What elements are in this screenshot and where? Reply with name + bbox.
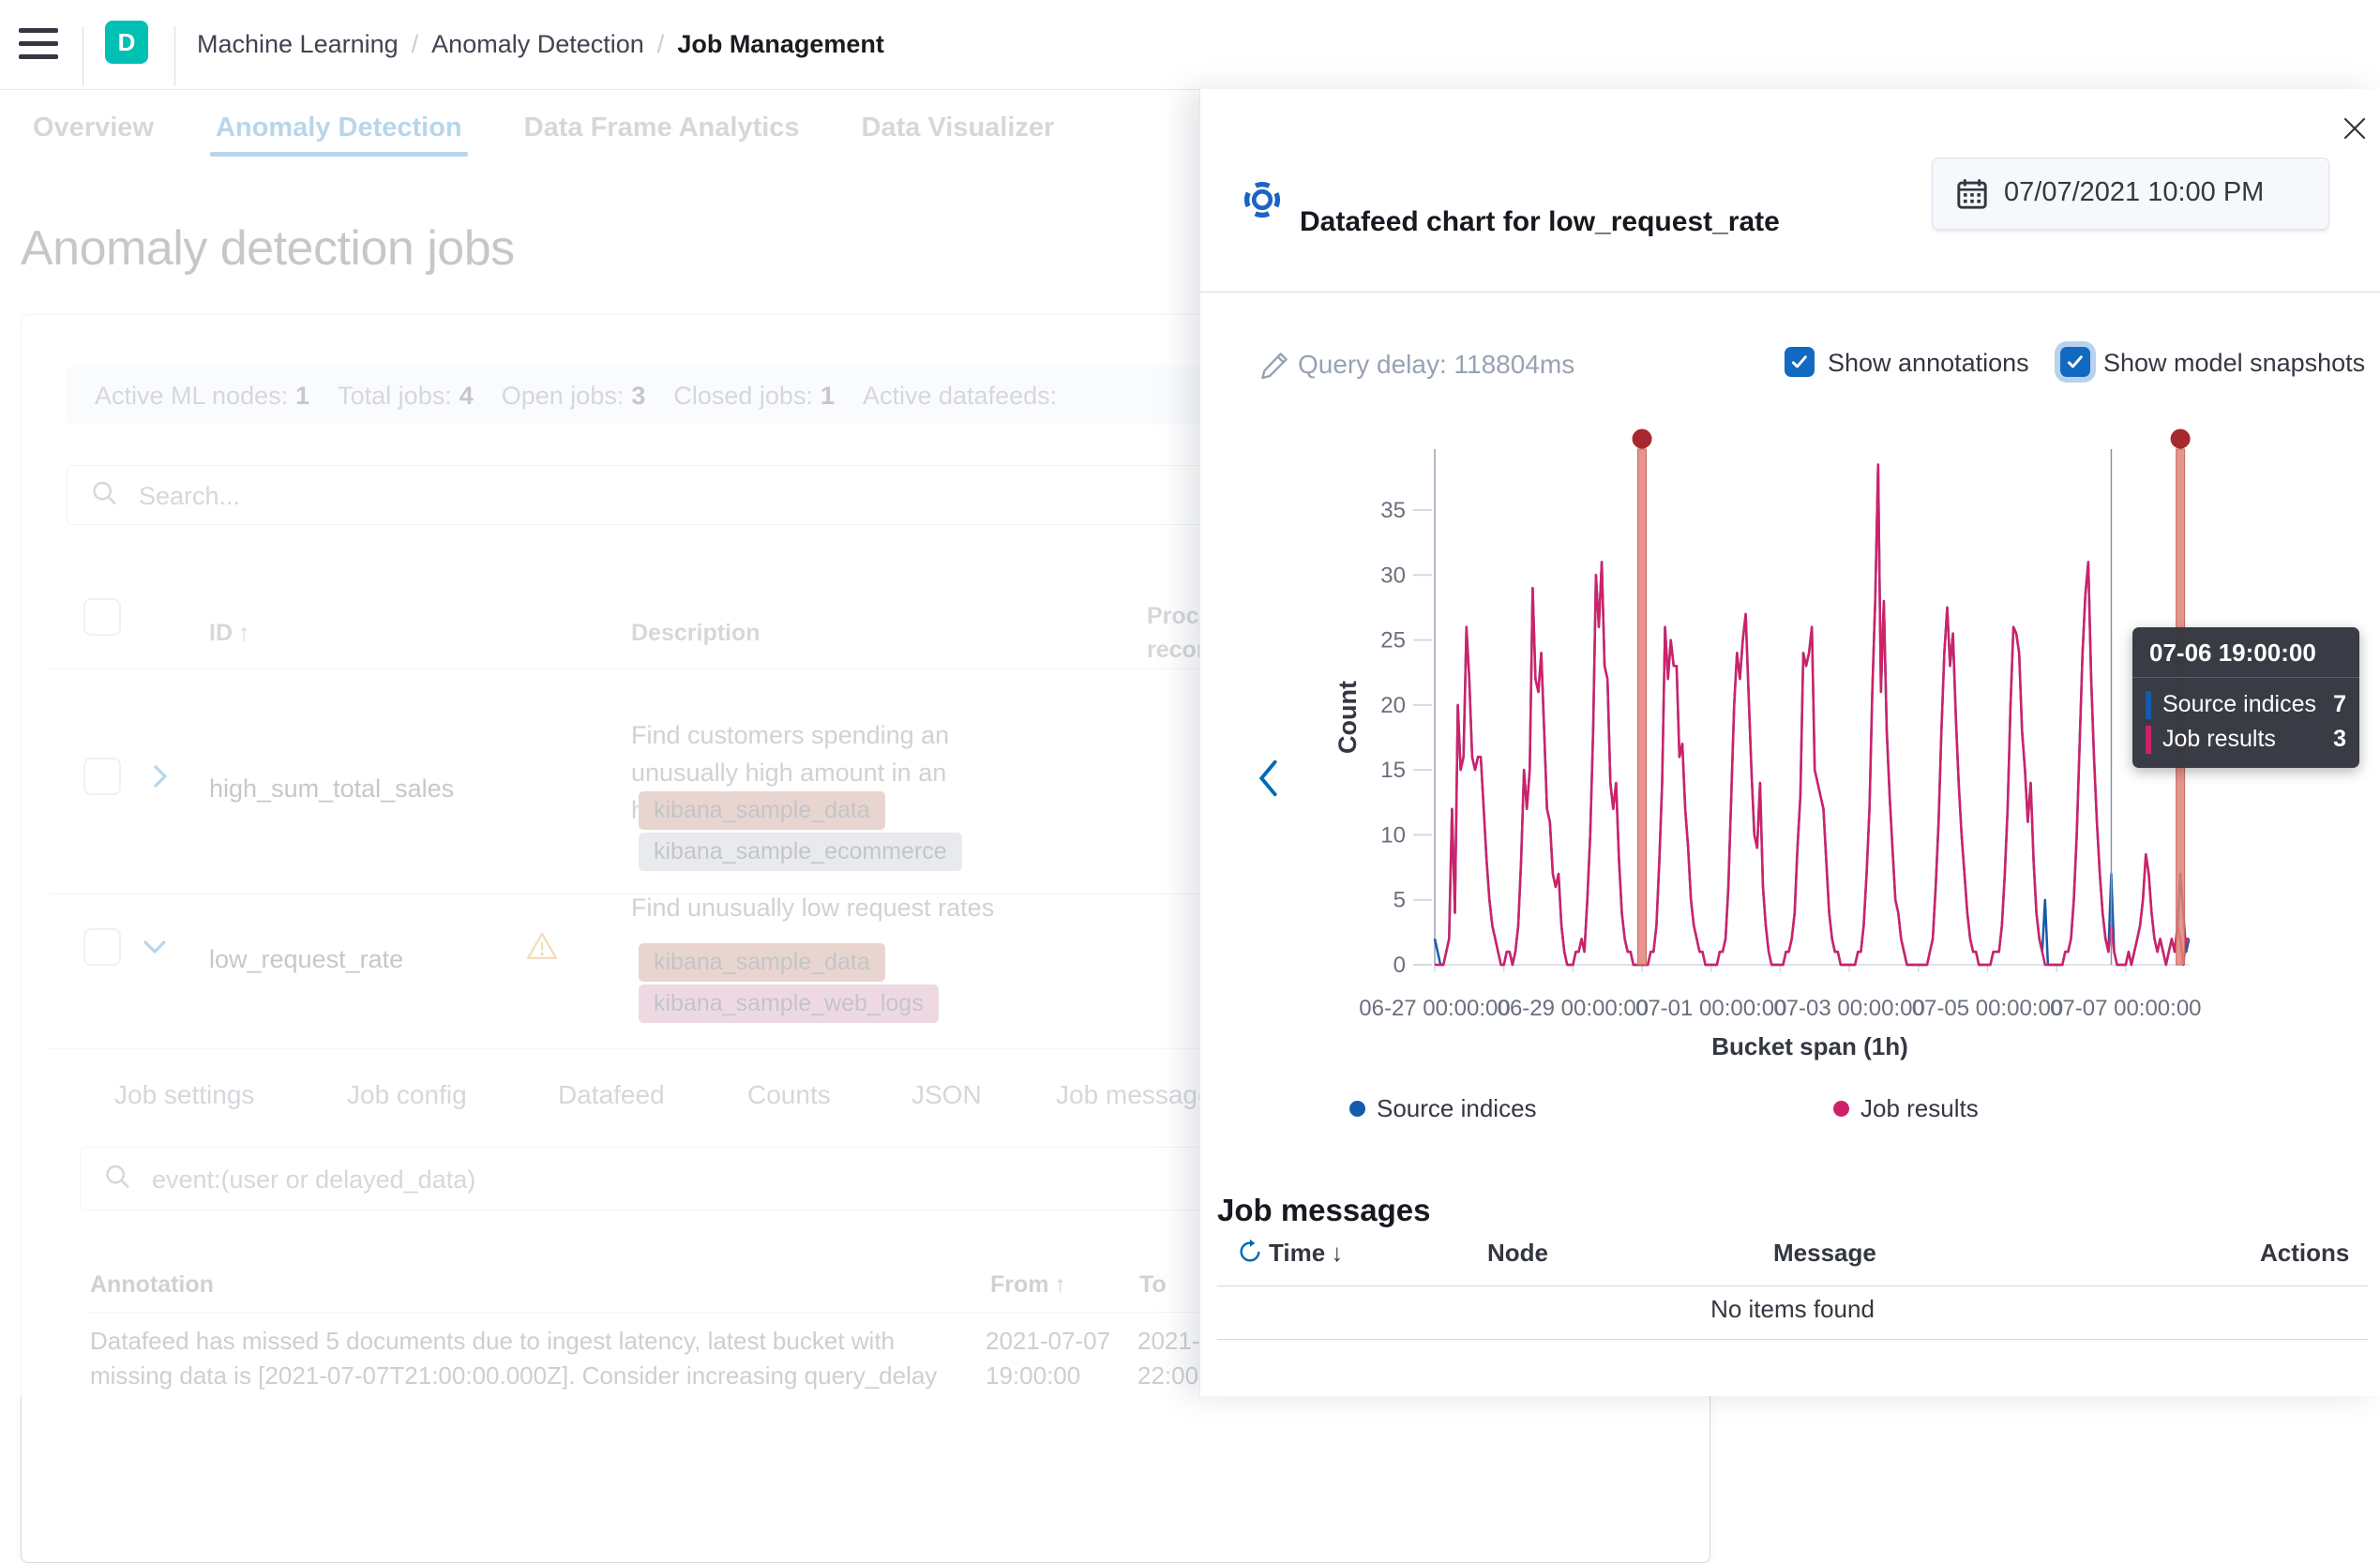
datafeed-chart-svg[interactable]: 0 5 10 15 20 25 30 35 06-27 00:00:0006-29 00:00:…: [1333, 403, 2380, 1135]
show-model-snapshots-checkbox[interactable]: [2060, 347, 2090, 377]
column-header-time[interactable]: Time↓: [1269, 1239, 1343, 1268]
tooltip-row: Job results 3: [2146, 722, 2346, 757]
breadcrumb-item[interactable]: Job Management: [677, 30, 884, 58]
svg-text:06-29 00:00:00: 06-29 00:00:00: [1498, 996, 1649, 1021]
empty-table-message: No items found: [1217, 1295, 2368, 1324]
svg-text:5: 5: [1393, 888, 1406, 913]
tooltip-rows: Source indices 7 Job results 3: [2132, 678, 2359, 768]
chevron-left-icon[interactable]: [1252, 757, 1284, 800]
edit-pencil-icon: [1259, 351, 1289, 385]
svg-text:Bucket span (1h): Bucket span (1h): [1711, 1032, 1908, 1060]
datafeed-icon: [1239, 176, 1286, 228]
svg-text:15: 15: [1380, 758, 1406, 783]
calendar-icon: [1955, 177, 1989, 216]
legend-dot: [1833, 1101, 1849, 1117]
table-divider: [1217, 1285, 2368, 1286]
svg-text:07-01 00:00:00: 07-01 00:00:00: [1635, 996, 1786, 1021]
svg-text:06-27 00:00:00: 06-27 00:00:00: [1359, 996, 1510, 1021]
flyout-title: Datafeed chart for low_request_rate: [1300, 206, 1780, 238]
job-messages-heading: Job messages: [1217, 1193, 1430, 1228]
top-header-bar: D Machine Learning / Anomaly Detection / Job…: [0, 0, 2380, 90]
breadcrumb-item[interactable]: Machine Learning: [197, 30, 399, 58]
breadcrumb-separator: /: [657, 30, 665, 58]
chart-tooltip: 07-06 19:00:00 Source indices 7 Job result…: [2132, 627, 2359, 768]
column-header-message: Message: [1773, 1239, 1876, 1268]
legend-job-results[interactable]: Job results: [1833, 1094, 1979, 1123]
breadcrumb-separator: /: [412, 30, 419, 58]
svg-text:20: 20: [1380, 693, 1406, 718]
svg-text:Count: Count: [1333, 681, 1362, 754]
show-annotations-label[interactable]: Show annotations: [1828, 348, 2029, 378]
menu-icon[interactable]: [19, 28, 58, 60]
tooltip-series-label: Source indices: [2162, 691, 2322, 718]
tooltip-timestamp: 07-06 19:00:00: [2132, 627, 2359, 677]
date-picker[interactable]: 07/07/2021 10:00 PM: [1932, 158, 2329, 230]
tooltip-row: Source indices 7: [2146, 687, 2346, 722]
svg-text:07-05 00:00:00: 07-05 00:00:00: [1912, 996, 2063, 1021]
svg-text:35: 35: [1380, 498, 1406, 523]
flyout-divider: [1200, 292, 2380, 293]
date-picker-value: 07/07/2021 10:00 PM: [2004, 158, 2264, 227]
column-header-node: Node: [1487, 1239, 1548, 1268]
refresh-icon[interactable]: [1237, 1239, 1263, 1270]
column-header-actions: Actions: [2260, 1239, 2349, 1268]
svg-text:25: 25: [1380, 628, 1406, 654]
svg-text:07-07 00:00:00: 07-07 00:00:00: [2050, 996, 2201, 1021]
breadcrumb: Machine Learning / Anomaly Detection / Job M…: [197, 0, 891, 89]
svg-text:07-03 00:00:00: 07-03 00:00:00: [1773, 996, 1924, 1021]
legend-dot: [1349, 1101, 1365, 1117]
tooltip-series-value: 7: [2333, 691, 2346, 718]
close-icon[interactable]: [2340, 113, 2370, 143]
space-badge[interactable]: D: [105, 21, 148, 64]
svg-text:0: 0: [1393, 953, 1406, 978]
show-model-snapshots-label[interactable]: Show model snapshots: [2103, 348, 2365, 378]
header-divider: [174, 26, 175, 86]
svg-text:10: 10: [1380, 822, 1406, 848]
tooltip-series-swatch: [2146, 691, 2151, 719]
svg-text:30: 30: [1380, 563, 1406, 588]
tooltip-series-swatch: [2146, 726, 2151, 754]
sort-desc-icon: ↓: [1331, 1239, 1343, 1267]
legend-source-indices[interactable]: Source indices: [1349, 1094, 1537, 1123]
tooltip-series-label: Job results: [2162, 726, 2322, 753]
datafeed-chart-flyout: Datafeed chart for low_request_rate 07/0…: [1199, 89, 2380, 1396]
show-annotations-checkbox[interactable]: [1785, 347, 1815, 377]
query-delay-text: Query delay: 118804ms: [1298, 344, 1574, 385]
table-divider: [1217, 1339, 2368, 1340]
tooltip-series-value: 3: [2333, 726, 2346, 753]
breadcrumb-item[interactable]: Anomaly Detection: [431, 30, 644, 58]
